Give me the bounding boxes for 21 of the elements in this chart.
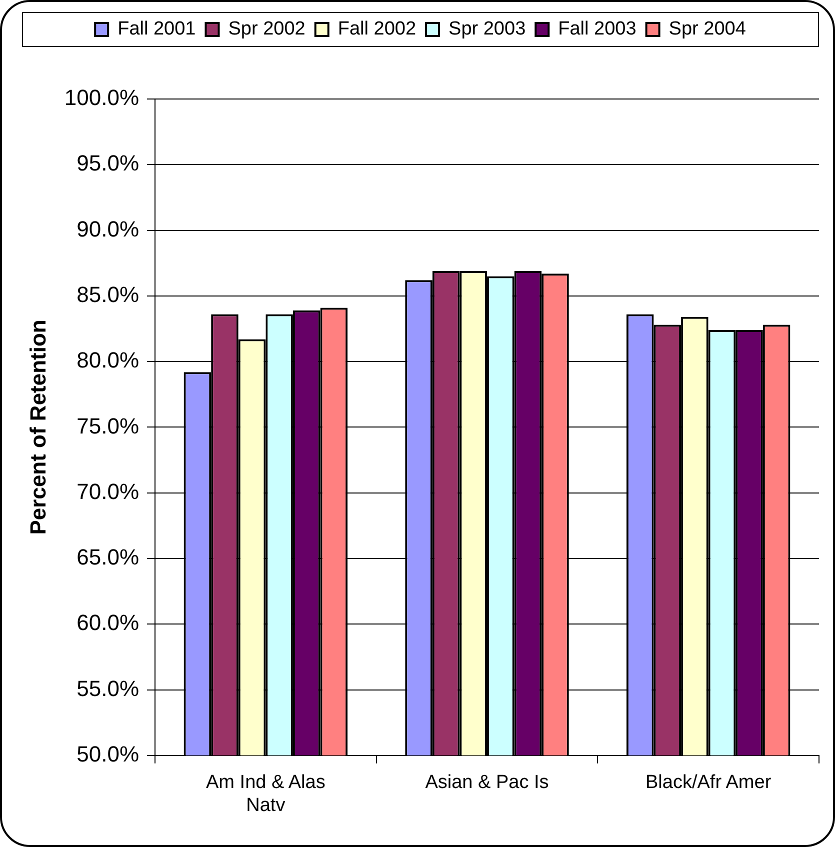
legend-label: Spr 2002 [228, 18, 306, 40]
legend-label: Spr 2003 [448, 18, 526, 40]
y-tick-label: 50.0% [76, 741, 140, 766]
x-tick-label: Black/Afr Amer [646, 772, 772, 794]
y-axis-title: Percent of Retention [25, 320, 50, 535]
legend-label: Fall 2001 [118, 18, 196, 40]
y-tick-label: 95.0% [76, 150, 140, 176]
y-tick-label: 100.0% [64, 85, 140, 110]
x-tick-label: Asian & Pac Is [425, 772, 549, 794]
y-tick-label: 55.0% [76, 676, 140, 701]
y-tick-label: 70.0% [76, 478, 140, 504]
x-tick-label: Am Ind & Alas Natv [206, 772, 326, 816]
y-tick-label: 60.0% [76, 610, 140, 636]
y-tick-label: 65.0% [76, 544, 140, 570]
y-tick-label: 80.0% [76, 348, 140, 373]
y-tick-label: 75.0% [76, 413, 140, 438]
legend-label: Spr 2004 [668, 18, 746, 40]
y-tick-label: 85.0% [76, 282, 140, 307]
y-tick-label: 90.0% [76, 216, 140, 242]
legend-label: Fall 2002 [338, 18, 416, 40]
legend-label: Fall 2003 [558, 18, 636, 40]
